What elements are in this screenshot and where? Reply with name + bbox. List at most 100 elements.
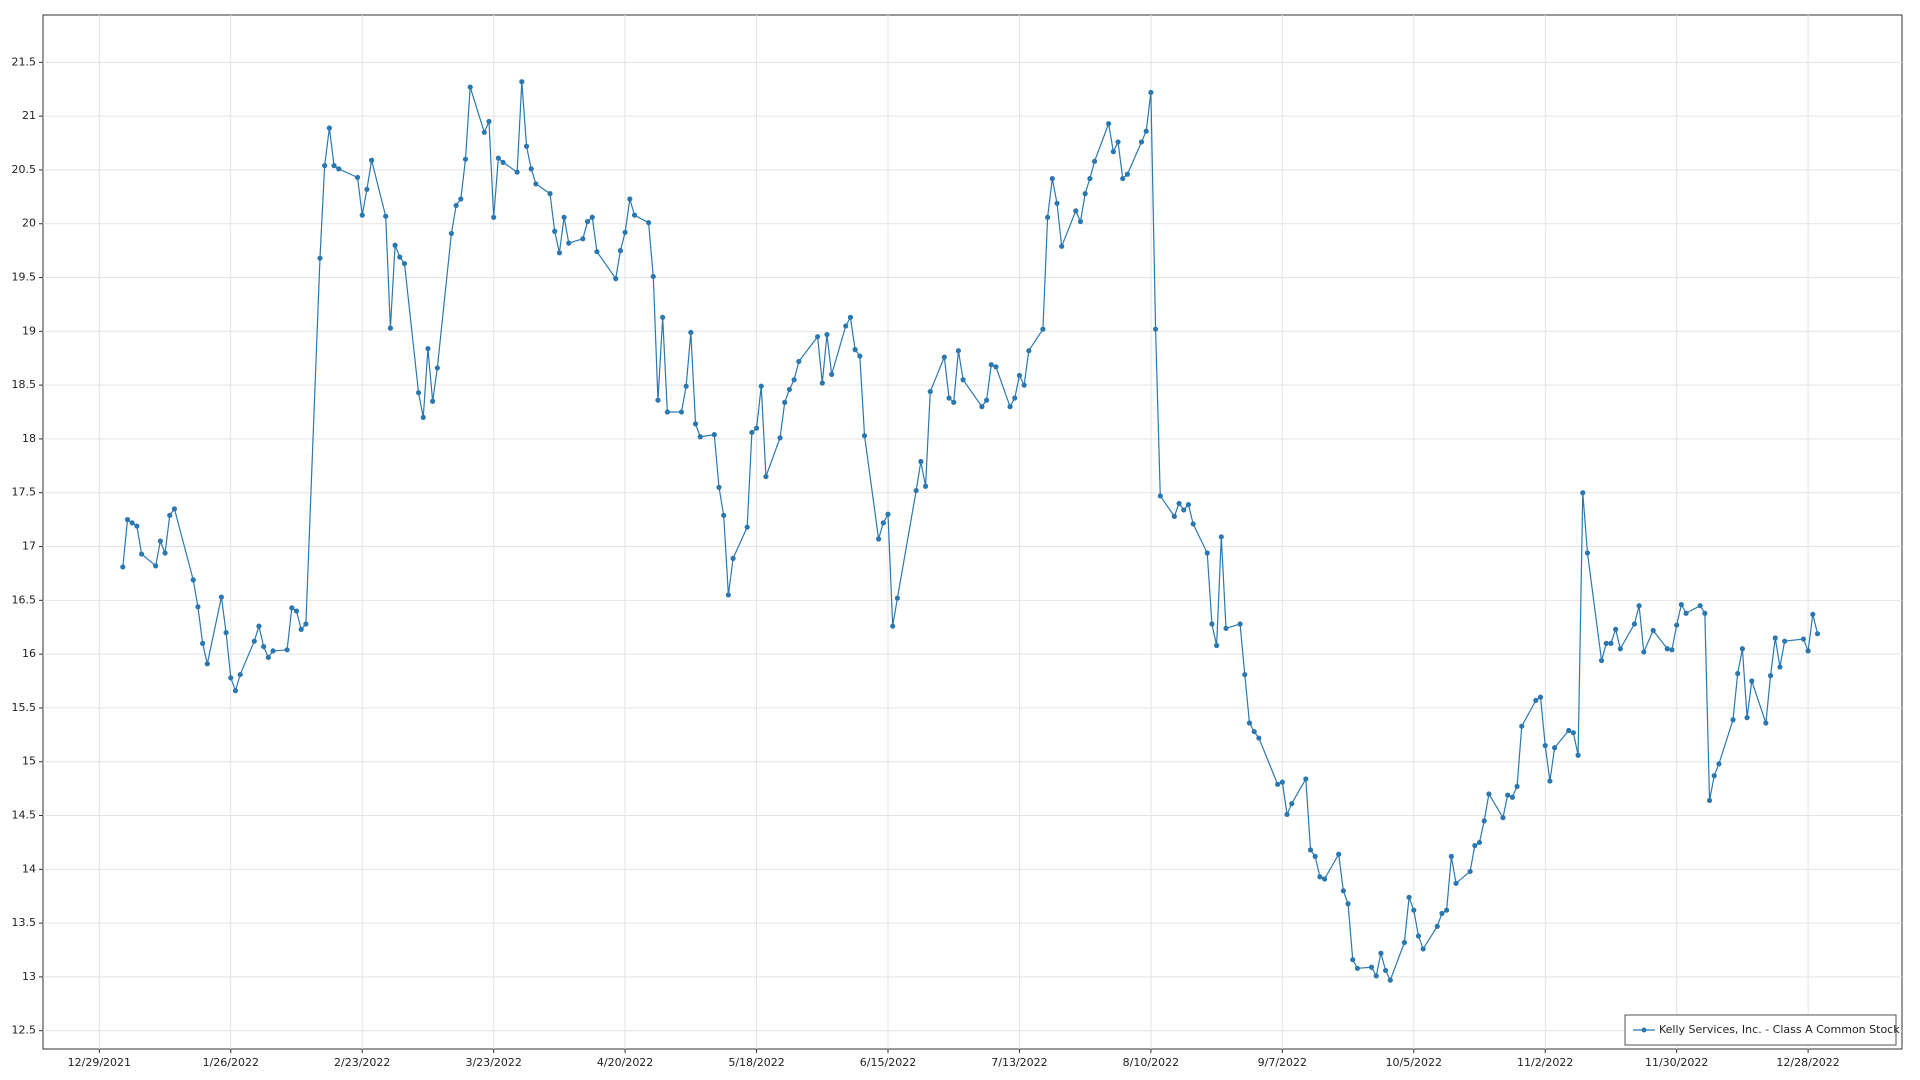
data-point	[1171, 513, 1177, 519]
data-point	[195, 604, 201, 610]
data-point	[613, 276, 619, 282]
data-point	[1669, 647, 1675, 653]
y-tick-label: 13	[22, 970, 36, 983]
data-point	[1566, 727, 1572, 734]
data-point	[1045, 214, 1051, 220]
y-tick-label: 20	[22, 217, 36, 230]
y-tick-label: 19.5	[12, 271, 37, 284]
x-tick-label: 10/5/2022	[1386, 1056, 1442, 1069]
data-point	[547, 191, 553, 197]
data-point	[369, 157, 375, 163]
data-point	[829, 371, 835, 377]
data-point	[1289, 801, 1295, 807]
y-tick-label: 12.5	[12, 1024, 37, 1037]
data-point	[1106, 121, 1112, 127]
data-point	[927, 388, 933, 395]
data-point	[955, 348, 962, 354]
data-point	[303, 621, 309, 627]
data-point	[1279, 779, 1285, 785]
data-point	[171, 506, 178, 512]
data-point	[1115, 139, 1121, 145]
data-point	[1749, 678, 1755, 684]
x-tick-label: 3/23/2022	[465, 1056, 521, 1069]
legend-label: Kelly Services, Inc. - Class A Common St…	[1659, 1023, 1900, 1036]
data-point	[1082, 191, 1088, 197]
data-point	[1415, 933, 1422, 939]
data-point	[1697, 603, 1703, 609]
data-point	[852, 347, 858, 353]
plot-area	[42, 14, 1903, 1050]
data-point	[336, 166, 342, 172]
data-point	[486, 118, 492, 125]
y-tick-label: 21	[22, 109, 36, 122]
x-tick-label: 4/20/2022	[597, 1056, 653, 1069]
data-point	[1636, 603, 1642, 609]
data-point	[1547, 778, 1553, 784]
data-point	[688, 329, 694, 336]
data-point	[631, 212, 638, 218]
data-point	[528, 166, 534, 172]
data-point	[1777, 664, 1783, 670]
data-point	[383, 213, 389, 219]
data-point	[1674, 622, 1680, 628]
data-point	[993, 364, 999, 370]
data-point	[1148, 89, 1154, 96]
data-point	[430, 398, 436, 404]
data-point	[730, 555, 736, 561]
data-point	[1373, 973, 1379, 979]
y-tick-label: 18.5	[12, 378, 37, 391]
y-tick-label: 17.5	[12, 486, 37, 499]
data-point	[1040, 326, 1046, 332]
legend-box	[1624, 1014, 1897, 1046]
data-point	[157, 538, 163, 544]
data-point	[1552, 745, 1558, 751]
data-point	[1059, 243, 1065, 249]
data-point	[359, 212, 365, 218]
data-point	[1814, 631, 1821, 637]
x-tick-label: 5/18/2022	[728, 1056, 784, 1069]
x-tick-label: 11/2/2022	[1517, 1056, 1573, 1069]
data-point	[1321, 876, 1328, 882]
data-point	[232, 688, 239, 694]
data-point	[941, 354, 947, 360]
data-point	[481, 129, 487, 135]
y-tick-label: 21.5	[12, 55, 37, 68]
legend: Kelly Services, Inc. - Class A Common St…	[1624, 1014, 1900, 1046]
data-point	[1016, 372, 1023, 379]
data-point	[1453, 880, 1459, 886]
grid	[39, 15, 1902, 1053]
data-point	[584, 218, 591, 225]
data-point	[397, 254, 403, 260]
data-point	[589, 214, 595, 220]
data-point	[237, 671, 243, 678]
data-point	[204, 661, 210, 667]
data-point	[1383, 967, 1389, 974]
data-point	[434, 365, 440, 371]
data-point	[218, 594, 224, 600]
data-point	[580, 236, 586, 242]
data-point	[1049, 175, 1055, 182]
data-point	[1800, 636, 1807, 642]
data-point	[1678, 602, 1684, 608]
data-point	[1214, 642, 1220, 649]
data-point	[265, 654, 271, 660]
x-tick-label: 1/26/2022	[203, 1056, 259, 1069]
data-point	[298, 626, 304, 632]
data-point	[1124, 171, 1131, 177]
data-point	[697, 434, 703, 440]
data-point	[129, 520, 135, 526]
data-point	[448, 230, 455, 237]
data-point	[1439, 910, 1445, 917]
data-point	[960, 377, 966, 383]
data-point	[1763, 720, 1769, 726]
data-point	[1735, 670, 1741, 677]
data-point	[120, 564, 126, 570]
data-point	[758, 383, 764, 389]
data-point	[1613, 626, 1619, 632]
data-point	[1598, 657, 1605, 664]
data-point	[1683, 610, 1689, 616]
data-point	[289, 605, 295, 611]
data-point	[1537, 694, 1544, 700]
data-point	[519, 79, 525, 85]
data-point	[523, 143, 530, 149]
